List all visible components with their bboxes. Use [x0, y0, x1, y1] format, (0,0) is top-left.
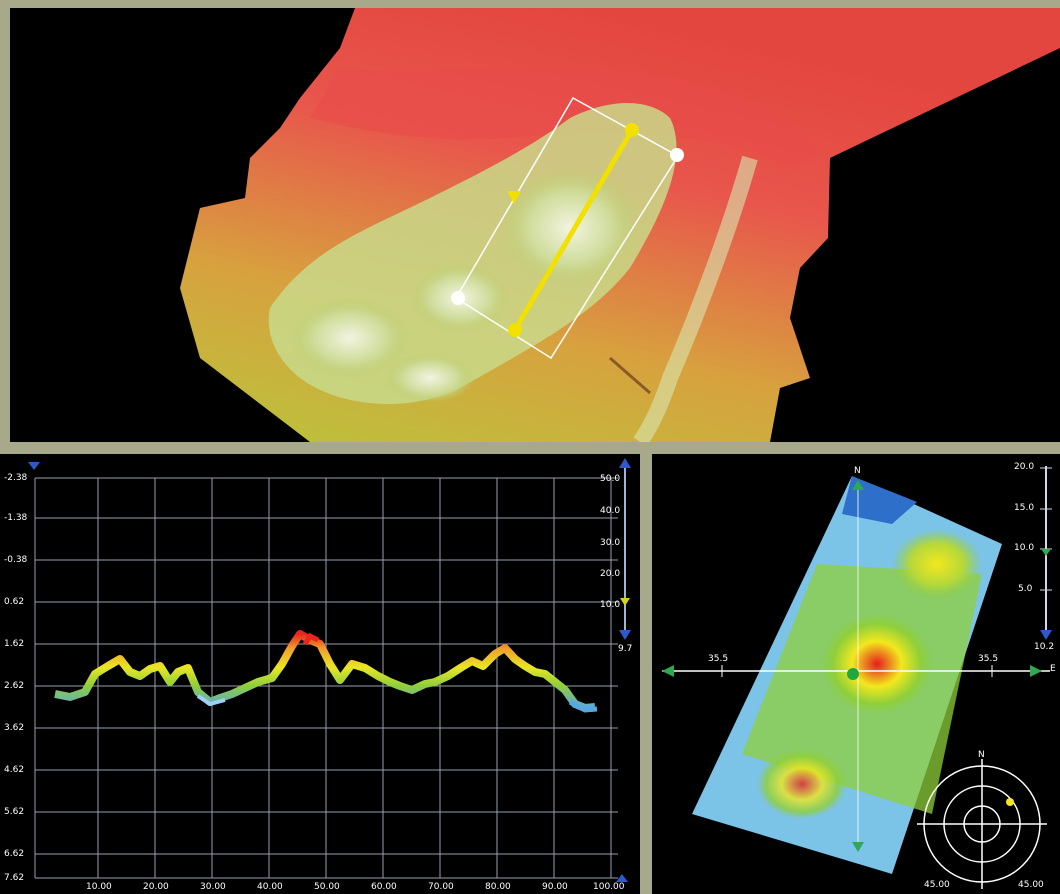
y-tick-label: 7.62 [4, 873, 25, 883]
profile-plot [28, 458, 631, 882]
north-arrow-top[interactable] [852, 480, 864, 490]
east-label: E [1050, 664, 1056, 674]
compass-rose[interactable] [917, 759, 1047, 889]
scale-top-marker[interactable] [619, 458, 631, 468]
hotspot-upper [892, 529, 982, 599]
bathymetry-map-view[interactable] [10, 8, 1060, 442]
west-arrow[interactable] [662, 665, 674, 677]
right-scale-label: 40.0 [600, 506, 621, 516]
ridge-highlight [385, 353, 475, 403]
scale-bottom-marker[interactable] [619, 630, 631, 640]
y-tick-label: 3.62 [4, 723, 25, 733]
x-tick-label: 80.00 [485, 882, 511, 892]
profile-grid [34, 477, 618, 879]
hotspot-center [822, 614, 932, 714]
box-corner-handle[interactable] [670, 148, 684, 162]
top-left-corner-marker[interactable] [28, 462, 40, 470]
right-scale-label: 30.0 [600, 538, 621, 548]
deep-zone [310, 66, 820, 168]
bathymetry-surface[interactable] [10, 8, 1060, 442]
y-tick-label: -1.38 [4, 513, 28, 523]
profile-start-handle[interactable] [625, 123, 639, 137]
right-scale-label: 15.0 [1014, 503, 1035, 513]
right-scale-bottom-value: 9.7 [618, 644, 633, 654]
y-tick-label: 0.62 [4, 597, 25, 607]
north-arrow-bottom[interactable] [852, 842, 864, 852]
profile-selection-box[interactable] [454, 96, 680, 360]
y-tick-label: 2.62 [4, 681, 25, 691]
position-marker[interactable] [847, 668, 859, 680]
y-tick-label: 5.62 [4, 807, 25, 817]
profile-deep-blue [568, 699, 598, 713]
depth-profile-graph[interactable]: -2.38 -1.38 -0.38 0.62 1.62 2.62 3.62 4.… [0, 454, 640, 894]
east-arrow[interactable] [1030, 665, 1042, 677]
x-tick-label: 10.00 [86, 882, 112, 892]
profile-end-handle[interactable] [508, 323, 522, 337]
x-tick-label: 100.00 [593, 882, 625, 892]
box-corner-handle[interactable] [451, 291, 465, 305]
compass-north-label: N [978, 750, 985, 760]
trench-shadow [609, 356, 651, 395]
profile-direction-marker[interactable] [507, 191, 521, 204]
scale-bottom-marker[interactable] [1040, 630, 1052, 640]
profile-line[interactable] [512, 128, 635, 332]
y-tick-label: 1.62 [4, 639, 25, 649]
right-scale-label: 50.0 [600, 474, 621, 484]
x-tick-label: 90.00 [542, 882, 568, 892]
depth-surface-view [662, 466, 1052, 889]
west-axis-value: 35.5 [708, 654, 729, 664]
profile-deep-blue [196, 694, 226, 707]
y-tick-label: -2.38 [4, 473, 28, 483]
right-scale-label: 10.0 [1014, 543, 1035, 553]
top-down-3d-view[interactable]: 20.0 15.0 10.0 5.0 10.2 35.5 35.5 E N N … [652, 454, 1060, 894]
right-scale-label: 20.0 [600, 569, 621, 579]
y-tick-label: 6.62 [4, 849, 25, 859]
ridge-highlight [290, 298, 410, 378]
right-scale-label: 20.0 [1014, 462, 1035, 472]
compass-left-value: 45.00 [924, 880, 950, 890]
scale-current-marker[interactable] [620, 598, 630, 606]
ridge-highlight [500, 168, 640, 288]
bottom-right-corner-marker[interactable] [616, 874, 628, 882]
x-tick-label: 50.00 [314, 882, 340, 892]
x-tick-label: 40.00 [257, 882, 283, 892]
x-tick-label: 20.00 [143, 882, 169, 892]
x-tick-label: 70.00 [428, 882, 454, 892]
compass-heading-dot [1006, 798, 1014, 806]
east-axis-value: 35.5 [978, 654, 999, 664]
north-label: N [854, 466, 861, 476]
right-scale-label: 5.0 [1018, 584, 1033, 594]
right-scale-label: 10.0 [600, 600, 621, 610]
hotspot-lower [757, 749, 847, 819]
scale-current-marker[interactable] [1041, 549, 1051, 556]
compass-right-value: 45.00 [1018, 880, 1044, 890]
y-tick-label: -0.38 [4, 555, 28, 565]
x-tick-label: 30.00 [200, 882, 226, 892]
trench-feature [633, 155, 758, 442]
right-scale-bottom-value: 10.2 [1034, 642, 1055, 652]
x-tick-label: 60.00 [371, 882, 397, 892]
profile-peak-red [302, 632, 320, 646]
y-tick-label: 4.62 [4, 765, 25, 775]
depth-profile-trace [54, 630, 596, 712]
